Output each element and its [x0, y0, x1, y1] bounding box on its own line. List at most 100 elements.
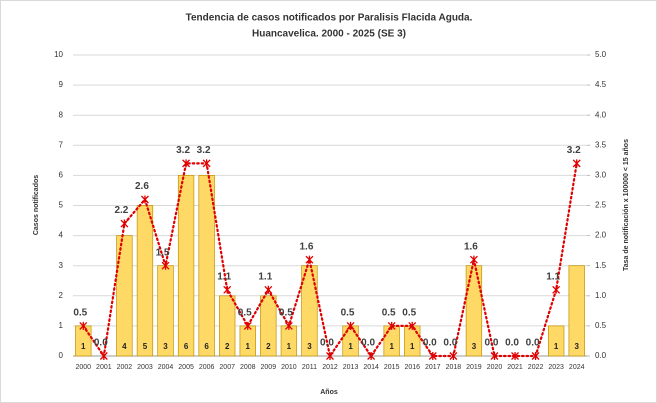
bar: [239, 325, 256, 357]
bar: [383, 325, 400, 357]
x-tick-label: 2020: [487, 364, 503, 371]
chart-title: Tendencia de casos notificados por Paral…: [186, 13, 473, 24]
bar-label: 3: [574, 342, 579, 351]
rate-marker: [264, 285, 273, 294]
y-tick-label: 10: [54, 50, 63, 59]
rate-label: 3.2: [176, 145, 190, 156]
x-tick-label: 2000: [75, 364, 91, 371]
rate-marker: [572, 159, 581, 168]
y2-tick-label: 4.5: [595, 80, 607, 89]
rate-label: 3.2: [197, 145, 211, 156]
bar: [75, 325, 92, 357]
rate-marker: [305, 255, 314, 264]
rate-marker: [552, 285, 561, 294]
rate-marker: [449, 352, 458, 360]
rate-label: 0.0: [320, 338, 334, 349]
rate-label: 2.2: [114, 205, 128, 216]
rate-marker: [243, 321, 252, 330]
bar-label: 1: [348, 342, 353, 351]
bar: [547, 325, 565, 357]
bar-label: 1: [554, 342, 559, 351]
x-tick-label: 2008: [240, 364, 256, 371]
bar-label: 1: [81, 342, 86, 351]
y-tick-label: 7: [59, 140, 64, 149]
rate-label: 1.5: [156, 247, 170, 258]
rate-label: 0.5: [279, 308, 293, 319]
bar-label: 6: [204, 342, 209, 351]
bar-label: 6: [184, 342, 189, 351]
bar-label: 1: [287, 342, 292, 351]
rate-marker: [490, 352, 499, 360]
y2-tick-label: 0.0: [595, 351, 607, 360]
x-tick-label: 2021: [507, 364, 523, 371]
bar: [219, 295, 236, 357]
rate-label: 1.6: [464, 241, 478, 252]
bar: [301, 265, 318, 357]
y2-axis-title: Tasa de notificación x 100000 < 15 años: [623, 139, 630, 271]
rate-label: 0.5: [238, 308, 252, 319]
bar-label: 1: [410, 342, 415, 351]
y2-tick-label: 4.0: [595, 110, 607, 119]
x-tick-label: 2011: [302, 364, 317, 371]
x-tick-label: 2024: [569, 364, 585, 371]
y-tick-label: 9: [59, 80, 64, 89]
x-tick-label: 2001: [96, 364, 112, 371]
y2-tick-label: 5.0: [595, 50, 607, 59]
x-tick-label: 2022: [528, 364, 544, 371]
rate-marker: [367, 352, 376, 360]
rate-marker: [326, 352, 334, 360]
bar: [404, 325, 421, 357]
rate-label: 2.6: [135, 181, 149, 192]
rate-marker: [469, 255, 478, 264]
y-tick-label: 3: [59, 261, 64, 270]
y-tick-label: 1: [59, 321, 64, 330]
rate-label: 0.5: [341, 308, 355, 319]
bar: [260, 295, 277, 357]
x-tick-label: 2014: [363, 364, 379, 371]
rate-label: 0.5: [73, 308, 87, 319]
x-tick-label: 2004: [158, 364, 174, 371]
rate-marker: [99, 352, 108, 360]
bar: [568, 265, 585, 357]
y-tick-label: 4: [59, 231, 64, 240]
y2-tick-label: 3.0: [595, 171, 607, 180]
rate-label: 0.5: [382, 308, 396, 319]
rate-label: 0.0: [443, 338, 457, 349]
rate-marker: [284, 321, 293, 330]
bar-label: 3: [307, 342, 312, 351]
bar: [177, 175, 195, 357]
rate-label: 1.6: [299, 241, 313, 252]
y-tick-label: 2: [59, 291, 64, 300]
x-tick-label: 2015: [384, 364, 400, 371]
rate-label: 1.1: [546, 271, 560, 282]
rate-label: 0.0: [505, 338, 519, 349]
y-tick-label: 0: [59, 351, 64, 360]
rate-label: 0.0: [423, 338, 437, 349]
bar: [465, 265, 483, 357]
bar: [116, 235, 133, 357]
bar-label: 5: [143, 342, 148, 351]
rate-marker: [79, 321, 88, 330]
x-tick-label: 2010: [281, 364, 297, 371]
bar: [136, 205, 154, 357]
y2-tick-label: 1.5: [595, 261, 607, 270]
x-tick-label: 2013: [343, 364, 359, 371]
bar-label: 3: [163, 342, 168, 351]
bar-label: 2: [225, 342, 230, 351]
rate-marker: [511, 352, 519, 360]
rate-marker: [182, 159, 191, 168]
bar-label: 1: [246, 342, 251, 351]
chart-title: Huancavelica. 2000 - 2025 (SE 3): [252, 29, 406, 40]
x-tick-label: 2006: [199, 364, 215, 371]
rate-label: 1.1: [217, 271, 231, 282]
rate-label: 0.5: [402, 308, 416, 319]
rate-marker: [202, 159, 211, 168]
rate-marker: [428, 352, 437, 360]
x-tick-label: 2005: [178, 364, 194, 371]
bar: [198, 175, 215, 357]
rate-marker: [161, 261, 170, 270]
y2-tick-label: 1.0: [595, 291, 607, 300]
bar-label: 3: [472, 342, 477, 351]
